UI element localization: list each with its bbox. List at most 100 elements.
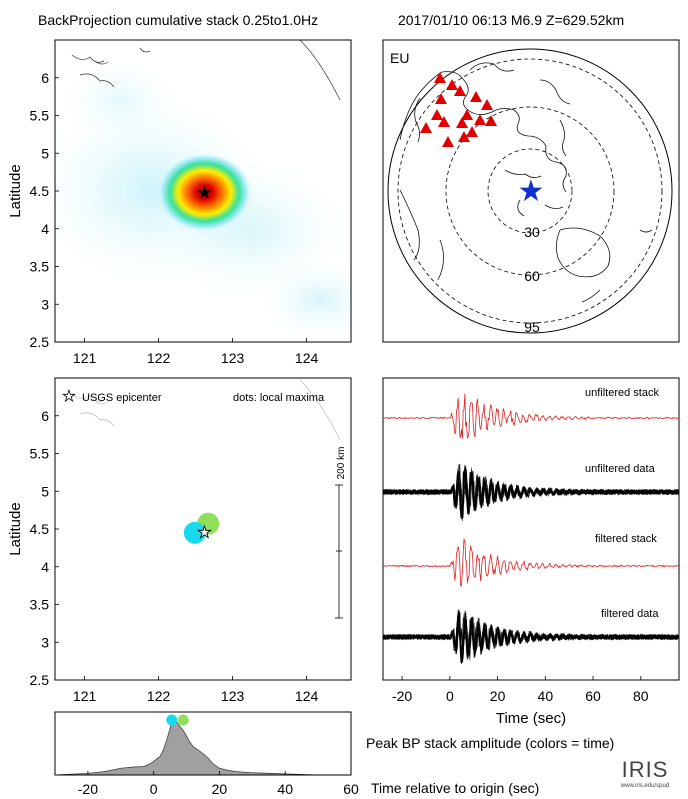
station-triangle [470, 91, 482, 102]
waveforms-panel: unfiltered stack unfiltered data filtere… [382, 377, 680, 727]
iris-logo-text: IRIS [622, 757, 669, 782]
waveforms-xlabel: Time (sec) [496, 710, 566, 727]
station-triangle [420, 122, 432, 133]
filtered-data-trace [382, 609, 680, 655]
ring-label-95: 95 [524, 319, 540, 335]
peak-amplitude-area [54, 718, 351, 776]
local-maxima-ytick-label: 3.5 [30, 597, 50, 613]
station-triangle [461, 109, 473, 120]
cumulative-stack-ylabel: Latitude [7, 164, 24, 217]
local-maxima-xtick-label: 121 [73, 688, 97, 704]
station-triangle [438, 116, 450, 127]
cumulative-stack-ytick-label: 3.5 [30, 259, 50, 275]
station-map-epicenter-star: ★ [518, 175, 545, 208]
station-triangle [474, 114, 486, 125]
cumulative-stack-ytick-label: 3 [41, 296, 49, 312]
cumulative-stack-ytick-label: 5.5 [30, 108, 50, 124]
event-info: 2017/01/10 06:13 M6.9 Z=629.52km [398, 12, 624, 28]
station-triangle [446, 79, 458, 90]
cumulative-stack-axes: 121 122 123 124 2.5 3 3.5 4 4.5 5 5.5 6 [30, 70, 319, 366]
cumulative-stack-xtick-label: 124 [295, 350, 319, 366]
legend-dots-label: dots: local maxima [233, 392, 325, 404]
scale-bar-label: 200 km [336, 447, 347, 480]
cumulative-stack-ytick-label: 4 [41, 221, 49, 237]
station-triangle [431, 109, 443, 120]
station-map-panel: EU 30 60 95 ★ [382, 39, 680, 343]
local-maxima-xtick-label: 124 [295, 688, 319, 704]
cumulative-stack-ytick-label: 4.5 [30, 183, 50, 199]
station-triangle [434, 72, 446, 83]
local-maxima-axes: 121 122 123 124 2.5 3 3.5 4 4.5 5 5.5 6 [30, 408, 319, 704]
legend-epicenter-star: ★ [62, 388, 75, 405]
waveforms-xtick-label: -20 [392, 688, 412, 704]
waveforms-xtick-label: 20 [490, 688, 506, 704]
station-triangle [481, 99, 493, 110]
peak-amplitude-panel: -20 0 20 40 60 Peak BP stack amplitude (colo… [54, 711, 614, 797]
track-label-filtered-stack: filtered stack [595, 533, 657, 545]
filtered-stack-trace [382, 537, 680, 587]
track-label-unfiltered-data: unfiltered data [585, 463, 656, 475]
cumulative-stack-panel: 121 122 123 124 2.5 3 3.5 4 4.5 5 5.5 6 Latitude ★ [7, 39, 352, 366]
cumulative-stack-ytick-label: 6 [41, 70, 49, 86]
peak-amplitude-xtick-label: 20 [212, 781, 228, 797]
cumulative-stack-xtick-label: 121 [73, 350, 97, 366]
local-maxima-ytick-label: 5 [41, 483, 49, 499]
station-triangle [454, 85, 466, 96]
local-maxima-ytick-label: 3 [41, 634, 49, 650]
local-maxima-ytick-label: 6 [41, 408, 49, 424]
peak-amplitude-xtick-label: 0 [150, 781, 158, 797]
unfiltered-data-trace [382, 463, 680, 516]
local-maxima-ytick-label: 2.5 [30, 672, 50, 688]
stack-hotspot [156, 152, 253, 233]
station-triangle [458, 131, 470, 142]
local-maxima-xtick-label: 122 [147, 688, 171, 704]
cumulative-stack-xtick-label: 123 [221, 350, 245, 366]
cumulative-stack-xtick-label: 122 [147, 350, 171, 366]
station-triangle [442, 136, 454, 147]
unfiltered-stack-trace [382, 393, 679, 439]
ring-label-30: 30 [524, 224, 540, 240]
local-maxima-ytick-label: 4 [41, 559, 49, 575]
iris-logo-url: www.iris.edu/spud [620, 783, 669, 789]
waveforms-xtick-label: 40 [538, 688, 554, 704]
track-label-unfiltered-stack: unfiltered stack [585, 387, 659, 399]
local-maxima-ytick-label: 5.5 [30, 446, 50, 462]
station-triangle [485, 115, 497, 126]
peak-amplitude-xlabel: Time relative to origin (sec) [371, 780, 539, 796]
cumulative-stack-ytick-label: 5 [41, 145, 49, 161]
iris-logo: IRIS www.iris.edu/spud [620, 757, 669, 789]
filtered-data-trace [382, 611, 680, 655]
waveform-traces [382, 393, 680, 664]
peak-amplitude-xtick-label: -20 [78, 781, 98, 797]
peak-amplitude-marker [166, 714, 178, 726]
local-maxima-ylabel: Latitude [7, 502, 24, 555]
local-maximum-dot [183, 521, 206, 544]
peak-amplitude-title: Peak BP stack amplitude (colors = time) [366, 735, 614, 751]
unfiltered-data-trace [382, 463, 680, 513]
station-triangle [456, 117, 468, 128]
scale-bar: 200 km [335, 447, 347, 619]
peak-amplitude-markers [166, 714, 189, 726]
legend-epicenter-label: USGS epicenter [82, 392, 162, 404]
peak-amplitude-axes: -20 0 20 40 60 [78, 771, 359, 797]
local-maxima-dots [183, 512, 220, 544]
track-label-filtered-data: filtered data [601, 608, 659, 620]
local-maxima-epicenter-star: ★ [197, 524, 211, 541]
ring-label-60: 60 [524, 268, 540, 284]
peak-amplitude-marker [177, 714, 189, 726]
local-maxima-ytick-label: 4.5 [30, 521, 50, 537]
station-map-region: EU [390, 50, 409, 66]
local-maxima-xtick-label: 123 [221, 688, 245, 704]
unfiltered-data-trace [382, 471, 680, 520]
cumulative-stack-ytick-label: 2.5 [30, 334, 50, 350]
station-triangle [435, 93, 447, 104]
waveforms-xtick-label: 80 [633, 688, 649, 704]
waveforms-xtick-label: 60 [585, 688, 601, 704]
station-markers [420, 72, 497, 147]
waveforms-axes: -20 0 20 40 60 80 [392, 676, 649, 704]
peak-amplitude-xtick-label: 60 [343, 781, 359, 797]
peak-amplitude-xtick-label: 40 [277, 781, 293, 797]
station-triangle [466, 126, 478, 137]
